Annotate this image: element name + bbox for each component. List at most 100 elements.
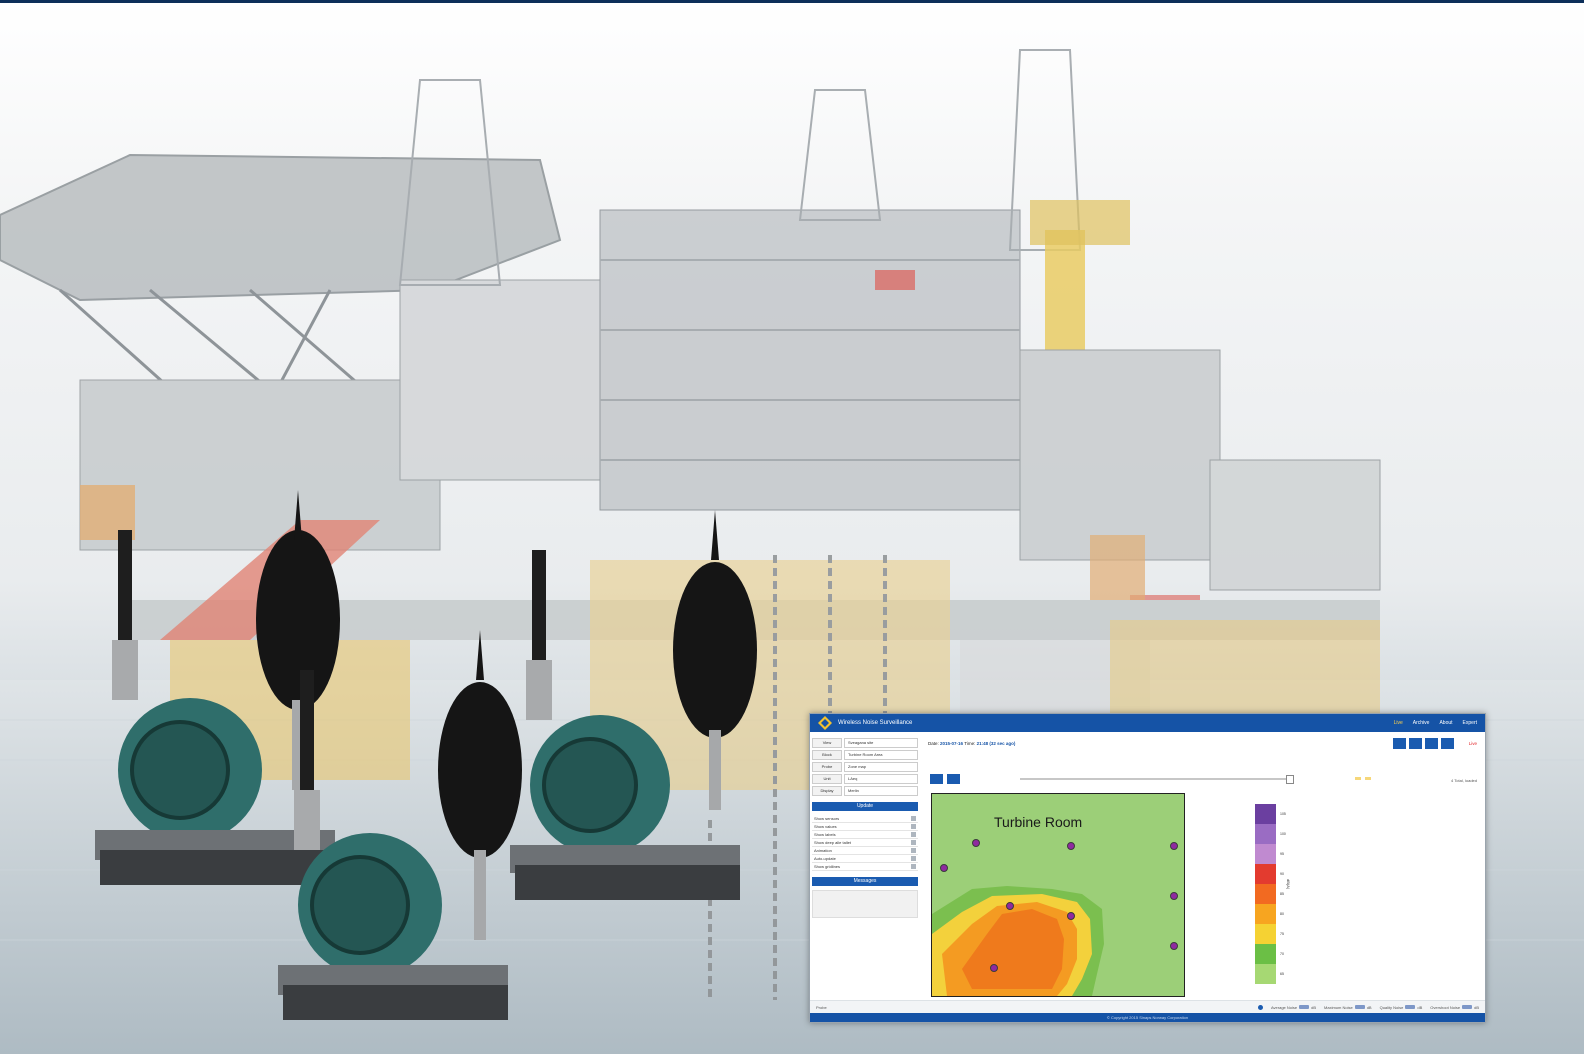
stat-average: Average Noise dB xyxy=(1270,1004,1317,1010)
legend-axis-label: dB(A) xyxy=(1286,879,1291,890)
toggle-icon[interactable] xyxy=(911,816,916,821)
timestamp: Date: 2015-07-16 Time: 21:48 (32 sec ago… xyxy=(928,741,1015,746)
stat-quality: Quality Noise dB xyxy=(1379,1004,1423,1010)
sensor-marker[interactable] xyxy=(1170,892,1178,900)
forward-icon[interactable] xyxy=(947,774,960,784)
filter-select[interactable]: Zone map xyxy=(844,762,918,772)
nav-archive[interactable]: Archive xyxy=(1412,720,1430,726)
legend-tick: 75 xyxy=(1280,932,1284,936)
date-value: 2015-07-16 xyxy=(940,740,964,746)
noise-surveillance-app: Wireless Noise Surveillance Live Archive… xyxy=(809,713,1486,1023)
sensor-count: 4 Total, loaded xyxy=(1451,778,1477,783)
legend-tick: 95 xyxy=(1280,852,1284,856)
legend-swatch xyxy=(1255,804,1276,824)
timeline-slider-handle[interactable] xyxy=(1286,775,1294,784)
legend-tick: 85 xyxy=(1280,892,1284,896)
sensor-marker[interactable] xyxy=(1006,902,1014,910)
legend-ticks: 105 100 95 90 85 80 75 70 65 xyxy=(1280,804,1286,984)
layer-item[interactable]: Show gridlines xyxy=(812,863,918,871)
legend-tick: 65 xyxy=(1280,972,1284,976)
legend-swatch xyxy=(1255,824,1276,844)
filter-probe: Probe Zone map xyxy=(812,762,918,772)
sensor-marker[interactable] xyxy=(1067,842,1075,850)
sound-meter-device-1 xyxy=(95,490,340,885)
filter-select[interactable]: LAeq xyxy=(844,774,918,784)
timeline-buttons xyxy=(930,774,960,784)
layer-item[interactable]: Show sensors xyxy=(812,815,918,823)
time-value: 21:48 (32 sec ago) xyxy=(976,740,1016,746)
legend-tick: 100 xyxy=(1280,832,1286,836)
filter-select[interactable]: Merlin xyxy=(844,786,918,796)
sensor-marker[interactable] xyxy=(972,839,980,847)
legend-swatch xyxy=(1255,944,1276,964)
time-label: Time: xyxy=(964,740,976,746)
timeline-slider[interactable] xyxy=(1020,778,1292,780)
legend-swatch xyxy=(1255,884,1276,904)
refresh-icon[interactable] xyxy=(1424,737,1438,749)
toggle-icon[interactable] xyxy=(911,840,916,845)
update-button[interactable]: Update xyxy=(812,802,918,811)
layer-item[interactable]: Show deep alle tallet xyxy=(812,839,918,847)
filter-select[interactable]: Turbine Room Area xyxy=(844,750,918,760)
sound-meter-device-3 xyxy=(278,630,522,1020)
toggle-icon[interactable] xyxy=(911,864,916,869)
probe-label: Probe xyxy=(816,1004,827,1010)
layer-label: Show deep alle tallet xyxy=(814,840,851,845)
nav-live[interactable]: Live xyxy=(1393,720,1403,726)
home-icon[interactable] xyxy=(1392,737,1406,749)
filter-block: Block Turbine Room Area xyxy=(812,750,918,760)
legend-swatch xyxy=(1255,904,1276,924)
sensor-marker[interactable] xyxy=(1170,942,1178,950)
tool-icons: Live xyxy=(1392,737,1477,749)
app-body: View Sveagana site Block Turbine Room Ar… xyxy=(810,732,1485,1013)
layer-item[interactable]: Animation xyxy=(812,847,918,855)
sensor-marker[interactable] xyxy=(1067,912,1075,920)
toggle-icon[interactable] xyxy=(911,824,916,829)
logo-icon xyxy=(818,716,832,730)
legend-tick: 80 xyxy=(1280,912,1284,916)
layer-label: Show gridlines xyxy=(814,864,841,869)
layer-label: Animation xyxy=(814,848,832,853)
sensor-marker[interactable] xyxy=(940,864,948,872)
legend-swatch xyxy=(1255,924,1276,944)
noise-map[interactable]: Turbine Room xyxy=(931,793,1185,997)
filter-label: Probe xyxy=(812,762,842,772)
map-title: Turbine Room xyxy=(994,814,1083,830)
noise-heatmap xyxy=(932,794,1184,996)
legend-swatch xyxy=(1255,864,1276,884)
toggle-icon[interactable] xyxy=(911,856,916,861)
warning-markers xyxy=(1355,776,1375,780)
filter-view: View Sveagana site xyxy=(812,738,918,748)
fullscreen-icon[interactable] xyxy=(1440,737,1454,749)
sensor-marker[interactable] xyxy=(1170,842,1178,850)
filter-unit: Unit LAeq xyxy=(812,774,918,784)
filter-label: Unit xyxy=(812,774,842,784)
messages-button[interactable]: Messages xyxy=(812,877,918,886)
stat-maximum: Maximum Noise dB xyxy=(1324,1004,1372,1010)
layer-item[interactable]: Show values xyxy=(812,823,918,831)
top-border-line xyxy=(0,0,1584,3)
rewind-icon[interactable] xyxy=(930,774,943,784)
legend-tick: 90 xyxy=(1280,872,1284,876)
settings-icon[interactable] xyxy=(1408,737,1422,749)
date-label: Date: xyxy=(928,740,939,746)
live-indicator: Live xyxy=(1468,740,1477,746)
toolbar: Date: 2015-07-16 Time: 21:48 (32 sec ago… xyxy=(928,736,1477,750)
left-panel: View Sveagana site Block Turbine Room Ar… xyxy=(812,738,918,918)
main-nav: Live Archive About Expert xyxy=(1394,720,1477,726)
offshore-platform xyxy=(0,49,1381,1000)
sound-meter-device-2 xyxy=(510,510,757,900)
status-dot-icon xyxy=(1257,1004,1263,1010)
layer-item[interactable]: Show labels xyxy=(812,831,918,839)
sensor-marker[interactable] xyxy=(990,964,998,972)
toggle-icon[interactable] xyxy=(911,848,916,853)
app-title: Wireless Noise Surveillance xyxy=(838,720,913,726)
nav-expert[interactable]: Expert xyxy=(1462,720,1477,726)
legend-swatch xyxy=(1255,844,1276,864)
nav-about[interactable]: About xyxy=(1439,720,1453,726)
toggle-icon[interactable] xyxy=(911,832,916,837)
filter-select[interactable]: Sveagana site xyxy=(844,738,918,748)
layer-label: Show labels xyxy=(814,832,836,837)
app-header: Wireless Noise Surveillance Live Archive… xyxy=(810,714,1485,732)
layer-item[interactable]: Auto-update xyxy=(812,855,918,863)
